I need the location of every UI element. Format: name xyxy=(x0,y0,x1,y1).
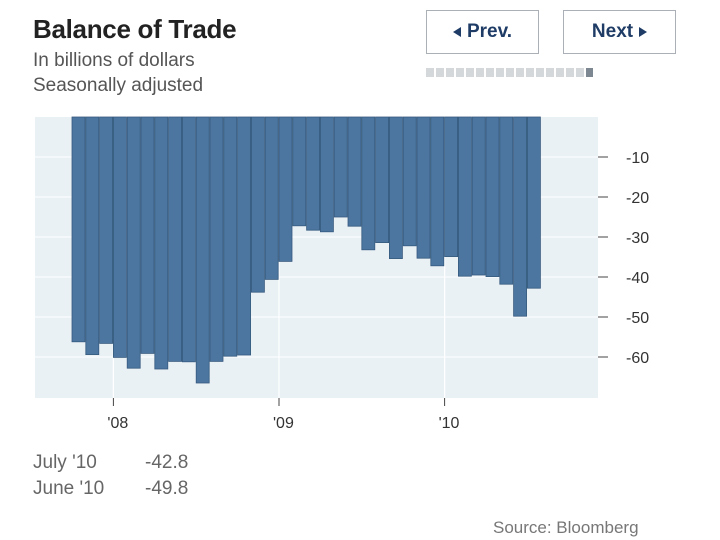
bar xyxy=(416,116,431,259)
y-tick-label: -20 xyxy=(626,190,649,207)
page-segment[interactable] xyxy=(436,68,444,77)
page-segment[interactable] xyxy=(426,68,434,77)
x-tick-label: '10 xyxy=(439,415,460,432)
x-tick-label: '08 xyxy=(107,415,128,432)
bar xyxy=(292,116,307,227)
page-segment[interactable] xyxy=(456,68,464,77)
page-segment[interactable] xyxy=(566,68,574,77)
stat-label: July '10 xyxy=(33,452,97,473)
bar xyxy=(113,116,127,358)
page-segment[interactable] xyxy=(576,68,584,77)
prev-button[interactable]: Prev. xyxy=(426,10,539,54)
bar xyxy=(306,116,321,231)
bar xyxy=(209,116,224,362)
stat-row-july: July '10 -42.8 xyxy=(33,452,188,474)
page-segment[interactable] xyxy=(446,68,454,77)
bar xyxy=(168,116,183,362)
triangle-left-icon xyxy=(452,27,461,37)
page-indicator xyxy=(426,68,593,77)
bar xyxy=(140,116,155,354)
subtitle-units: In billions of dollars xyxy=(33,50,195,71)
bar xyxy=(375,116,390,243)
y-tick-label: -30 xyxy=(626,230,649,247)
bar xyxy=(485,116,500,278)
bar xyxy=(457,116,472,277)
bar xyxy=(347,116,362,227)
x-tick-label: '09 xyxy=(273,415,294,432)
y-tick-label: -60 xyxy=(626,350,649,367)
bar xyxy=(126,116,141,369)
bar xyxy=(513,116,527,317)
triangle-right-icon xyxy=(639,27,648,37)
page-segment[interactable] xyxy=(516,68,524,77)
next-button[interactable]: Next xyxy=(563,10,676,54)
page-segment-active[interactable] xyxy=(586,68,593,77)
bar xyxy=(527,116,541,289)
y-tick-label: -50 xyxy=(626,310,649,327)
bar xyxy=(278,116,293,262)
page-segment[interactable] xyxy=(486,68,494,77)
bar xyxy=(333,116,348,218)
y-tick-label: -10 xyxy=(626,150,649,167)
bar xyxy=(499,116,514,285)
bar xyxy=(444,116,459,258)
bar xyxy=(388,116,403,260)
bar xyxy=(361,116,376,251)
page-segment[interactable] xyxy=(496,68,504,77)
y-tick-label: -40 xyxy=(626,270,649,287)
bar xyxy=(181,116,196,363)
page-segment[interactable] xyxy=(476,68,484,77)
bar xyxy=(471,116,486,276)
bar xyxy=(99,116,113,344)
bar xyxy=(430,116,445,267)
prev-button-label: Prev. xyxy=(466,21,513,42)
page-segment[interactable] xyxy=(526,68,534,77)
page-segment[interactable] xyxy=(536,68,544,77)
bar xyxy=(71,116,86,343)
next-button-label: Next xyxy=(591,21,634,42)
stat-label: June '10 xyxy=(33,478,105,499)
bar xyxy=(402,116,417,247)
bar xyxy=(195,116,210,384)
page-title: Balance of Trade xyxy=(33,14,237,44)
bar xyxy=(250,116,265,293)
subtitle-adjustment: Seasonally adjusted xyxy=(33,75,204,96)
page-segment[interactable] xyxy=(556,68,564,77)
page-segment[interactable] xyxy=(546,68,554,77)
bar xyxy=(319,116,334,233)
bar xyxy=(154,116,169,370)
page-segment[interactable] xyxy=(506,68,514,77)
source-note: Source: Bloomberg xyxy=(493,518,639,537)
bar xyxy=(223,116,238,357)
bar xyxy=(237,116,252,356)
stat-value: -42.8 xyxy=(145,452,189,473)
page-segment[interactable] xyxy=(466,68,474,77)
stat-row-june: June '10 -49.8 xyxy=(33,478,188,500)
bar xyxy=(85,116,100,356)
stat-value: -49.8 xyxy=(145,478,189,499)
bar xyxy=(264,116,279,280)
